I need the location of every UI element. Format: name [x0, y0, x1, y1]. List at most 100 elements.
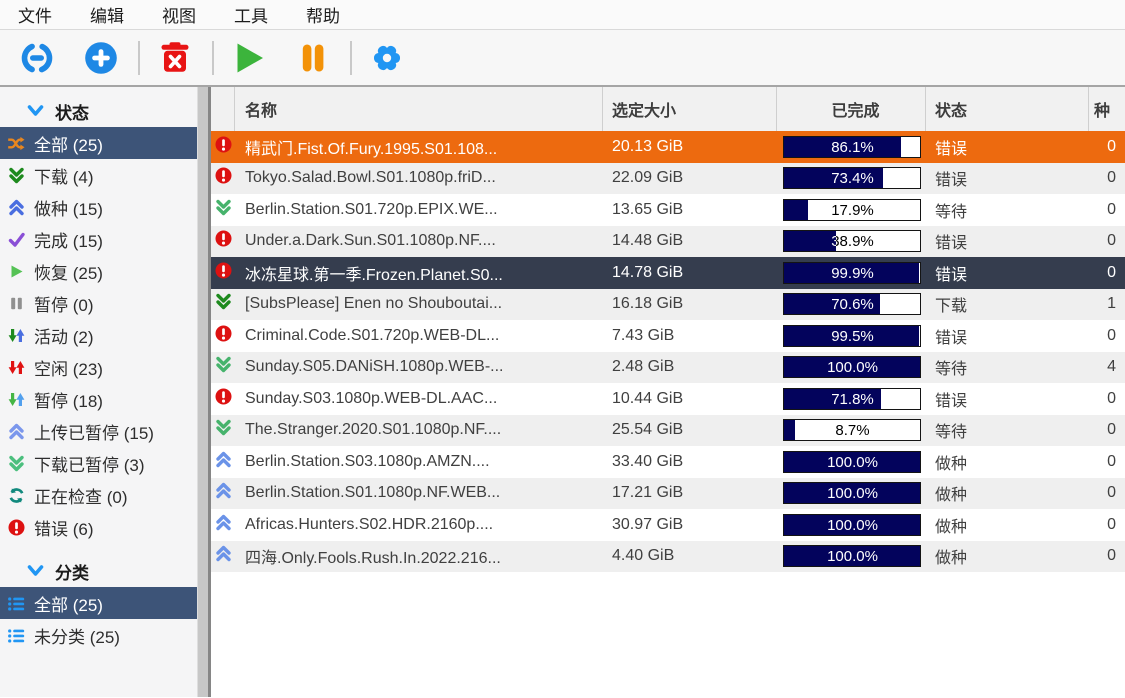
- torrent-size: 30.97 GiB: [612, 515, 684, 533]
- sidebar-item-1-1[interactable]: 未分类 (25): [0, 619, 197, 651]
- column-header-2[interactable]: 已完成: [777, 87, 926, 131]
- table-row[interactable]: Africas.Hunters.S02.HDR.2160p.... 30.97 G…: [211, 509, 1125, 541]
- options-button[interactable]: [368, 39, 406, 77]
- resume-button[interactable]: [230, 39, 268, 77]
- sidebar-item-label: 未分类 (25): [34, 627, 120, 647]
- torrent-size: 13.65 GiB: [612, 200, 684, 218]
- torrent-name: Berlin.Station.S03.1080p.AMZN....: [245, 452, 490, 470]
- table-row[interactable]: Sunday.S03.1080p.WEB-DL.AAC... 10.44 GiB 7…: [211, 383, 1125, 415]
- delete-torrent-button[interactable]: [156, 39, 194, 77]
- toolbar-separator: [138, 40, 140, 75]
- table-row[interactable]: Berlin.Station.S01.720p.EPIX.WE... 13.65 …: [211, 194, 1125, 226]
- sidebar-item-0-8[interactable]: 暂停 (18): [0, 383, 197, 415]
- table-row[interactable]: Under.a.Dark.Sun.S01.1080p.NF.... 14.48 G…: [211, 225, 1125, 257]
- progress-bar: 73.4%73.4%: [782, 167, 921, 190]
- table-row[interactable]: Berlin.Station.S03.1080p.AMZN.... 33.40 G…: [211, 446, 1125, 478]
- table-row[interactable]: 冰冻星球.第一季.Frozen.Planet.S0... 14.78 GiB 99.…: [211, 257, 1125, 289]
- torrent-seeds: 0: [1107, 389, 1116, 407]
- table-row[interactable]: The.Stranger.2020.S01.1080p.NF.... 25.54 …: [211, 414, 1125, 446]
- table-row[interactable]: Criminal.Code.S01.720p.WEB-DL... 7.43 GiB…: [211, 320, 1125, 352]
- sidebar-item-0-6[interactable]: 活动 (2): [0, 319, 197, 351]
- progress-label-inverse: 38.9%: [831, 233, 837, 251]
- torrent-size: 16.18 GiB: [612, 295, 684, 313]
- error-icon: [215, 136, 232, 158]
- progress-bar: 17.9% 17.9%: [782, 198, 921, 221]
- sidebar-item-0-11[interactable]: 正在检查 (0): [0, 479, 197, 511]
- chevron-down-icon: [26, 103, 45, 119]
- progress-fill: 100.0%: [783, 483, 920, 504]
- torrent-seeds: 4: [1107, 358, 1116, 376]
- play-small-icon: [6, 263, 26, 280]
- progress-cell: 70.6%70.6%: [777, 293, 926, 316]
- torrent-status: 做种: [935, 455, 968, 473]
- torrent-name: Africas.Hunters.S02.HDR.2160p....: [245, 515, 494, 533]
- sidebar-item-0-2[interactable]: 做种 (15): [0, 191, 197, 223]
- table-row[interactable]: 精武门.Fist.Of.Fury.1995.S01.108... 20.13 Gi…: [211, 131, 1125, 163]
- column-header-icon-gutter[interactable]: [211, 87, 235, 131]
- menu-bar: 文件 编辑 视图 工具 帮助: [0, 0, 1125, 30]
- trash-icon: [156, 39, 194, 77]
- menu-item-2[interactable]: 视图: [162, 7, 196, 26]
- table-row[interactable]: [SubsPlease] Enen no Shouboutai... 16.18 …: [211, 288, 1125, 320]
- table-row[interactable]: Berlin.Station.S01.1080p.NF.WEB... 17.21 …: [211, 477, 1125, 509]
- sidebar-item-0-10[interactable]: 下载已暂停 (3): [0, 447, 197, 479]
- gear-icon: [368, 39, 406, 77]
- sidebar-scrollbar[interactable]: [197, 87, 211, 697]
- torrent-seeds: 0: [1107, 484, 1116, 502]
- sidebar-item-0-9[interactable]: 上传已暂停 (15): [0, 415, 197, 447]
- progress-fill: 73.4%: [783, 168, 884, 189]
- sidebar-item-0-1[interactable]: 下载 (4): [0, 159, 197, 191]
- torrent-name: Criminal.Code.S01.720p.WEB-DL...: [245, 326, 500, 344]
- arrows-active-icon: [6, 327, 26, 344]
- column-header-0[interactable]: 名称: [235, 87, 603, 131]
- progress-cell: 38.9%38.9%: [777, 230, 926, 253]
- error-icon: [215, 325, 232, 347]
- sidebar-item-0-5[interactable]: 暂停 (0): [0, 287, 197, 319]
- progress-label-inverse: 73.4%: [831, 170, 874, 188]
- menu-item-0[interactable]: 文件: [18, 7, 52, 26]
- add-plus-icon: [82, 39, 120, 77]
- column-header-4[interactable]: 种: [1089, 87, 1125, 131]
- add-torrent-file-button[interactable]: [82, 39, 120, 77]
- add-torrent-link-button[interactable]: [18, 39, 56, 77]
- row-status-cell: [211, 293, 235, 315]
- main-area: 状态 全部 (25) 下载 (4) 做种 (15) 完成 (15) 恢复 (25) 暂停 (…: [0, 87, 1125, 697]
- column-header-3[interactable]: 状态: [926, 87, 1089, 131]
- column-header-1[interactable]: 选定大小: [603, 87, 777, 131]
- progress-label-inverse: 100.0%: [827, 453, 878, 471]
- sidebar-item-0-4[interactable]: 恢复 (25): [0, 255, 197, 287]
- sidebar-item-label: 恢复 (25): [34, 263, 103, 283]
- sidebar-item-0-7[interactable]: 空闲 (23): [0, 351, 197, 383]
- menu-item-4[interactable]: 帮助: [306, 7, 340, 26]
- sidebar-item-0-3[interactable]: 完成 (15): [0, 223, 197, 255]
- sidebar-item-0-12[interactable]: 错误 (6): [0, 511, 197, 543]
- menu-item-1[interactable]: 编辑: [90, 7, 124, 26]
- row-status-cell: [211, 199, 235, 221]
- sidebar-section-header-0[interactable]: 状态: [0, 95, 197, 127]
- progress-bar: 8.7% 8.7%: [782, 419, 921, 442]
- dl-stalled-icon: [215, 199, 232, 221]
- sidebar-item-0-0[interactable]: 全部 (25): [0, 127, 197, 159]
- sidebar-section-header-1[interactable]: 分类: [0, 555, 197, 587]
- table-row[interactable]: Sunday.S05.DANiSH.1080p.WEB-... 2.48 GiB 1…: [211, 351, 1125, 383]
- torrent-status: 做种: [935, 550, 968, 568]
- sidebar-item-label: 全部 (25): [34, 595, 103, 615]
- torrent-name: Berlin.Station.S01.1080p.NF.WEB...: [245, 484, 501, 502]
- table-row[interactable]: 四海.Only.Fools.Rush.In.2022.216... 4.40 Gi…: [211, 540, 1125, 572]
- torrent-seeds: 0: [1107, 232, 1116, 250]
- play-icon: [230, 39, 268, 77]
- column-header-label: 选定大小: [612, 103, 677, 120]
- sidebar-item-1-0[interactable]: 全部 (25): [0, 587, 197, 619]
- progress-cell: 73.4%73.4%: [777, 167, 926, 190]
- table-header: 名称 选定大小 已完成 状态 种: [211, 87, 1125, 131]
- progress-bar: 71.8%71.8%: [782, 387, 921, 410]
- progress-fill: 38.9%: [783, 231, 837, 252]
- table-row[interactable]: Tokyo.Salad.Bowl.S01.1080p.friD... 22.09 …: [211, 162, 1125, 194]
- torrent-status: 等待: [935, 424, 968, 442]
- torrent-size: 17.21 GiB: [612, 484, 684, 502]
- seed-stalled-icon: [215, 545, 232, 567]
- menu-item-3[interactable]: 工具: [234, 7, 268, 26]
- torrent-status: 错误: [935, 329, 968, 347]
- seed-stalled-icon: [215, 482, 232, 504]
- pause-button[interactable]: [294, 39, 332, 77]
